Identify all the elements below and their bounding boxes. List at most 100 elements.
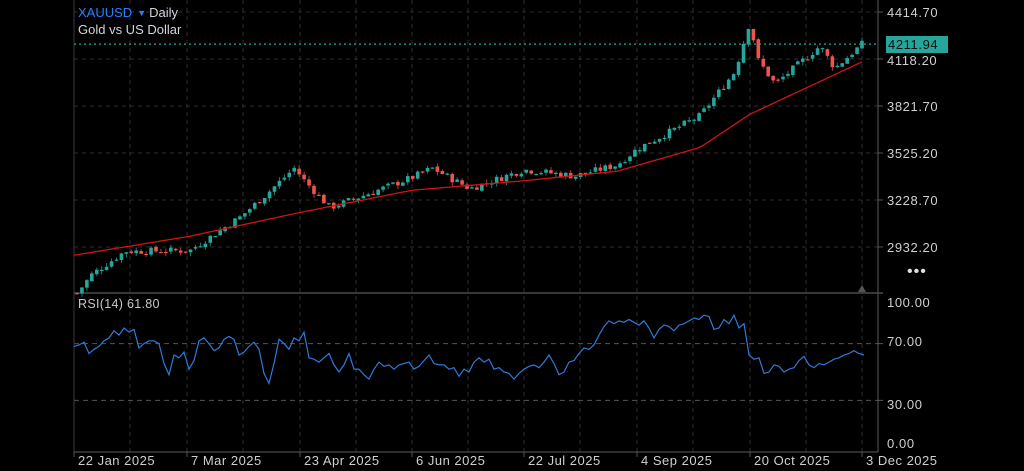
candle-down: [771, 75, 775, 81]
candle-up: [697, 113, 701, 121]
candle-up: [494, 176, 499, 183]
candle-up: [603, 165, 608, 171]
rsi-axis-label: 70.00: [887, 334, 923, 349]
candle-down: [825, 49, 830, 56]
candle-up: [800, 58, 805, 62]
candle-up: [262, 197, 267, 204]
candle-up: [746, 28, 751, 45]
candle-down: [410, 175, 415, 179]
candle-up: [657, 138, 662, 142]
candle-up: [277, 180, 282, 187]
candle-up: [504, 174, 509, 182]
time-axis-label: 7 Mar 2025: [191, 453, 262, 468]
candle-down: [766, 66, 770, 77]
candle-up: [736, 61, 741, 75]
rsi-indicator-label[interactable]: RSI(14) 61.80: [78, 297, 160, 311]
candle-up: [692, 119, 696, 121]
candle-down: [805, 59, 810, 61]
candle-up: [642, 143, 647, 152]
rsi-axis-label: 0.00: [887, 436, 915, 451]
candle-up: [470, 187, 474, 189]
candle-up: [509, 173, 514, 176]
candle-down: [608, 164, 613, 170]
candle-down: [549, 170, 553, 174]
candle-up: [287, 172, 292, 178]
candle-down: [435, 166, 440, 172]
candle-up: [114, 259, 119, 261]
price-axis-label: 3525.20: [887, 146, 939, 161]
candle-up: [445, 173, 450, 175]
candle-up: [252, 202, 257, 209]
candle-up: [80, 287, 84, 294]
candle-up: [401, 182, 405, 186]
candle-down: [164, 251, 168, 254]
rsi-line: [73, 313, 865, 386]
candle-up: [781, 76, 785, 80]
candle-down: [396, 181, 400, 186]
price-axis-label: 2932.20: [887, 240, 939, 255]
candle-up: [573, 176, 578, 179]
candle-up: [480, 183, 484, 191]
candle-up: [198, 246, 203, 248]
candle-up: [667, 128, 672, 139]
candle-up: [687, 120, 692, 122]
candle-up: [563, 172, 568, 177]
price-axis-label: 4414.70: [887, 5, 939, 20]
candle-up: [282, 177, 287, 180]
time-axis-label: 22 Jan 2025: [78, 453, 156, 468]
candle-up: [247, 209, 252, 213]
candle-up: [633, 149, 637, 157]
more-options-icon[interactable]: •••: [907, 263, 927, 280]
candle-down: [830, 56, 835, 68]
candle-up: [415, 171, 420, 179]
candle-up: [85, 280, 89, 288]
time-axis-label: 20 Oct 2025: [754, 453, 831, 468]
candle-up: [267, 191, 272, 199]
candle-up: [791, 65, 795, 76]
rsi-axis-label: 30.00: [887, 397, 923, 412]
candle-up: [707, 105, 711, 108]
price-axis-label: 4118.20: [887, 53, 938, 68]
candle-down: [183, 251, 188, 253]
candle-down: [751, 28, 756, 41]
candle-down: [75, 293, 79, 295]
symbol-header[interactable]: XAUUSD ▼ Daily: [78, 5, 178, 21]
candle-up: [845, 58, 849, 64]
candle-down: [351, 198, 356, 200]
symbol-dropdown-caret-icon[interactable]: ▼: [137, 8, 147, 18]
candle-up: [99, 269, 104, 272]
interval-label[interactable]: Daily: [149, 5, 179, 20]
candle-down: [371, 193, 376, 195]
candle-down: [647, 142, 652, 144]
candle-up: [94, 269, 99, 275]
candle-up: [786, 73, 790, 76]
candle-up: [855, 47, 859, 55]
candle-down: [322, 194, 326, 204]
symbol-name[interactable]: XAUUSD: [78, 5, 133, 20]
candle-up: [376, 189, 380, 196]
candle-up: [588, 172, 593, 174]
candle-down: [450, 173, 455, 183]
candle-up: [712, 97, 716, 107]
candle-down: [460, 180, 464, 185]
candle-down: [154, 246, 158, 252]
symbol-description: Gold vs US Dollar: [78, 22, 182, 37]
candle-up: [554, 172, 558, 175]
candle-up: [169, 247, 173, 252]
candle-down: [499, 177, 504, 181]
candle-down: [583, 172, 588, 175]
candle-up: [134, 250, 139, 254]
candle-up: [208, 235, 213, 243]
candle-down: [559, 172, 563, 178]
candle-down: [420, 171, 425, 173]
candle-up: [539, 173, 543, 175]
candle-up: [618, 163, 622, 168]
rsi-axis-label: 100.00: [887, 295, 931, 310]
candle-up: [430, 167, 435, 169]
candle-down: [139, 251, 143, 254]
candle-up: [741, 43, 746, 63]
candle-down: [159, 251, 163, 254]
candle-up: [850, 54, 854, 58]
candle-up: [292, 167, 297, 172]
